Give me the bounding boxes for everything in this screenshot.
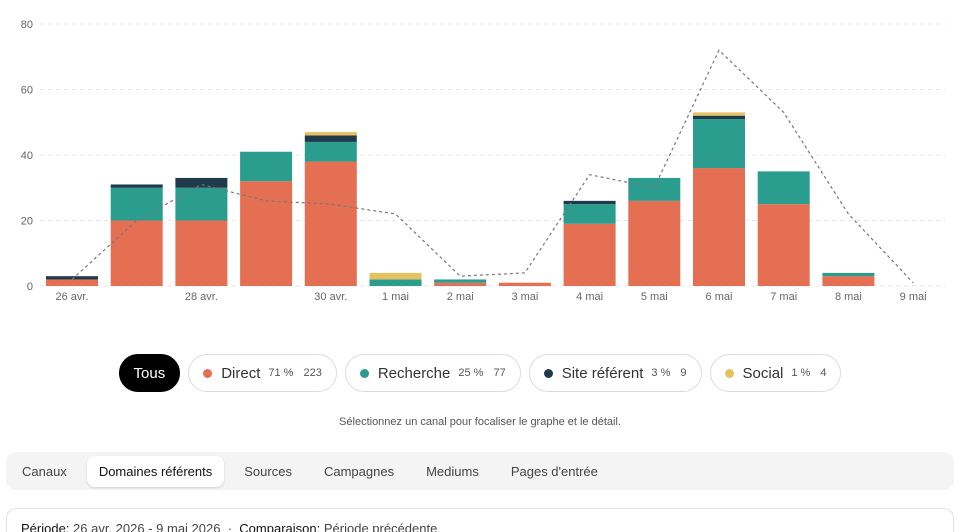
bar-segment xyxy=(693,168,745,286)
period-label: Période: xyxy=(21,521,70,532)
bar-segment xyxy=(822,276,875,286)
tab-domaines-referents[interactable]: Domaines référents xyxy=(86,455,225,487)
bar-segment xyxy=(693,115,745,119)
tab-campagnes[interactable]: Campagnes xyxy=(323,463,395,479)
x-tick-label: 5 mai xyxy=(641,291,668,303)
bar-segment xyxy=(175,187,228,221)
legend-recherche-button[interactable]: Recherche 25 % 77 xyxy=(344,354,521,392)
bar-segment xyxy=(46,276,98,280)
x-tick-label: 7 mai xyxy=(770,291,797,303)
bar-segment xyxy=(369,272,422,280)
bar-segment xyxy=(175,220,228,286)
legend-pct: 71 % xyxy=(268,367,294,379)
bar-segment xyxy=(304,161,357,286)
bar-segment xyxy=(110,220,163,286)
bar-segment xyxy=(563,204,616,224)
site-referent-dot-icon xyxy=(543,368,553,378)
x-tick-label: 26 avr. xyxy=(55,291,88,303)
bar-segment xyxy=(369,279,422,286)
legend-pct: 25 % xyxy=(458,367,484,379)
bar-segment xyxy=(693,118,745,169)
legend-count: 4 xyxy=(820,367,827,379)
legend-all-label: Tous xyxy=(133,364,166,382)
y-tick-label: 80 xyxy=(21,19,33,31)
social-dot-icon xyxy=(724,368,734,378)
comparison-line xyxy=(71,49,914,284)
x-tick-label: 6 mai xyxy=(706,291,733,303)
legend-count: 223 xyxy=(303,367,322,379)
bar-segment xyxy=(240,151,293,182)
tab-pages-entree[interactable]: Pages d'entrée xyxy=(510,463,598,479)
period-value: 26 avr. 2026 - 9 mai 2026 xyxy=(73,521,221,532)
bar-segment xyxy=(434,279,487,283)
legend-social-button[interactable]: Social 1 % 4 xyxy=(709,354,842,392)
x-tick-label: 8 mai xyxy=(835,291,862,303)
legend-pct: 1 % xyxy=(791,367,811,379)
bar-segment xyxy=(304,141,357,162)
x-tick-label: 2 mai xyxy=(447,291,474,303)
y-tick-label: 60 xyxy=(21,85,33,97)
recherche-dot-icon xyxy=(359,368,369,378)
comparison-value: Période précédente xyxy=(323,521,438,532)
x-tick-label: 1 mai xyxy=(382,291,409,303)
bar-segment xyxy=(46,279,98,286)
tab-sources[interactable]: Sources xyxy=(244,463,292,479)
channel-legend: Tous Direct 71 % 223 Recherche 25 % 77 S… xyxy=(0,354,960,392)
y-tick-label: 20 xyxy=(21,216,33,228)
bar-segment xyxy=(175,177,228,188)
period-summary: Période: 26 avr. 2026 - 9 mai 2026 · Com… xyxy=(6,508,954,532)
legend-label: Recherche xyxy=(377,364,451,382)
x-tick-label: 4 mai xyxy=(576,291,603,303)
detail-tabs: Canaux Domaines référents Sources Campag… xyxy=(6,452,954,490)
legend-site-referent-button[interactable]: Site référent 3 % 9 xyxy=(528,354,702,392)
traffic-chart: 0 20 40 60 80 26 avr. 28 avr. 30 avr. 1 mai 2 mai… xyxy=(21,19,945,303)
legend-all-button[interactable]: Tous xyxy=(118,354,181,392)
y-tick-label: 0 xyxy=(27,281,33,293)
bar-segment xyxy=(304,135,357,142)
legend-count: 77 xyxy=(493,367,506,379)
bar-segment xyxy=(240,181,293,286)
legend-label: Direct xyxy=(221,364,261,382)
bar-segment xyxy=(110,187,163,221)
tab-mediums[interactable]: Mediums xyxy=(426,463,479,479)
bar-segment xyxy=(628,200,681,286)
legend-label: Site référent xyxy=(561,364,644,382)
y-tick-label: 40 xyxy=(21,150,33,162)
bar-segment xyxy=(434,282,487,286)
direct-dot-icon xyxy=(203,368,213,378)
bar-segment xyxy=(563,223,616,286)
bar-segment xyxy=(304,132,357,136)
tab-canaux[interactable]: Canaux xyxy=(22,463,67,479)
legend-count: 9 xyxy=(680,367,687,379)
bar-segment xyxy=(563,200,616,205)
bar-segment xyxy=(757,204,810,286)
x-tick-label: 9 mai xyxy=(900,291,927,303)
bar-segment xyxy=(693,112,745,116)
legend-pct: 3 % xyxy=(651,367,671,379)
bar-segment xyxy=(498,282,551,286)
bar-segment xyxy=(757,171,810,205)
x-tick-label: 30 avr. xyxy=(314,291,347,303)
bar-segment xyxy=(822,272,875,277)
x-tick-label: 3 mai xyxy=(511,291,538,303)
bar-segment xyxy=(110,184,163,188)
period-separator: · xyxy=(224,521,236,532)
legend-label: Social xyxy=(742,364,784,382)
legend-direct-button[interactable]: Direct 71 % 223 xyxy=(188,354,337,392)
comparison-label: Comparaison: xyxy=(239,521,321,532)
bar-segment xyxy=(628,177,681,201)
x-tick-label: 28 avr. xyxy=(185,291,218,303)
legend-hint: Sélectionnez un canal pour focaliser le … xyxy=(339,416,621,428)
